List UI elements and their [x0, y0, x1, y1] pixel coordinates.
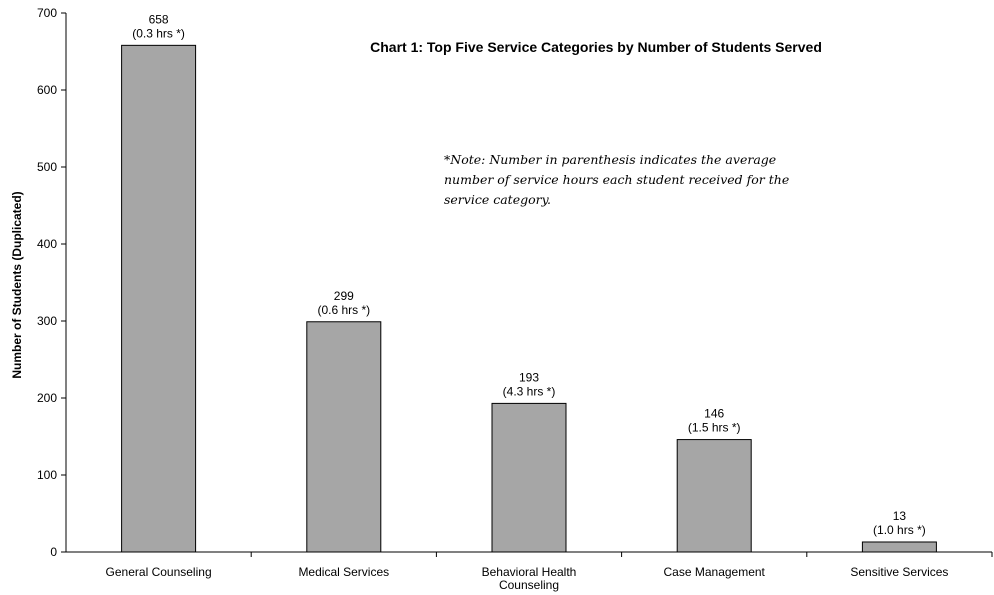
data-label: 299 [334, 289, 354, 303]
data-label: 658 [149, 12, 169, 26]
data-labels: 658(0.3 hrs *) 299(0.6 hrs *) 193(4.3 hrs … [132, 12, 925, 537]
y-tick-label: 400 [37, 237, 57, 251]
x-tick-label: Case Management [664, 565, 766, 579]
y-axis-title: Number of Students (Duplicated) [10, 191, 24, 378]
y-tick-label: 500 [37, 160, 57, 174]
data-label: 13 [893, 509, 907, 523]
data-label: (0.3 hrs *) [132, 26, 185, 40]
bars [121, 44, 937, 553]
data-label: 146 [704, 407, 724, 421]
x-tick-label: Medical Services [298, 565, 389, 579]
x-tick-label: Sensitive Services [850, 565, 948, 579]
y-tick-label: 200 [37, 391, 57, 405]
bar [491, 402, 567, 553]
bar [676, 439, 752, 553]
y-tick-label: 300 [37, 314, 57, 328]
data-label: (1.5 hrs *) [688, 421, 741, 435]
chart-note: *Note: Number in parenthesis indicates t… [444, 152, 790, 207]
data-label: (1.0 hrs *) [873, 523, 926, 537]
y-tick-label: 0 [50, 545, 57, 559]
bar [121, 44, 197, 553]
data-label: 193 [519, 370, 539, 384]
x-tick-label: Counseling [499, 578, 559, 592]
x-tick-label: Behavioral Health [482, 565, 577, 579]
y-tick-label: 700 [37, 6, 57, 20]
bar [861, 541, 937, 553]
x-tick-label: General Counseling [106, 565, 212, 579]
data-label: (0.6 hrs *) [317, 303, 370, 317]
y-tick-label: 100 [37, 468, 57, 482]
data-label: (4.3 hrs *) [503, 384, 556, 398]
chart-title: Chart 1: Top Five Service Categories by … [370, 39, 822, 55]
bar [306, 321, 382, 553]
y-tick-label: 600 [37, 83, 57, 97]
